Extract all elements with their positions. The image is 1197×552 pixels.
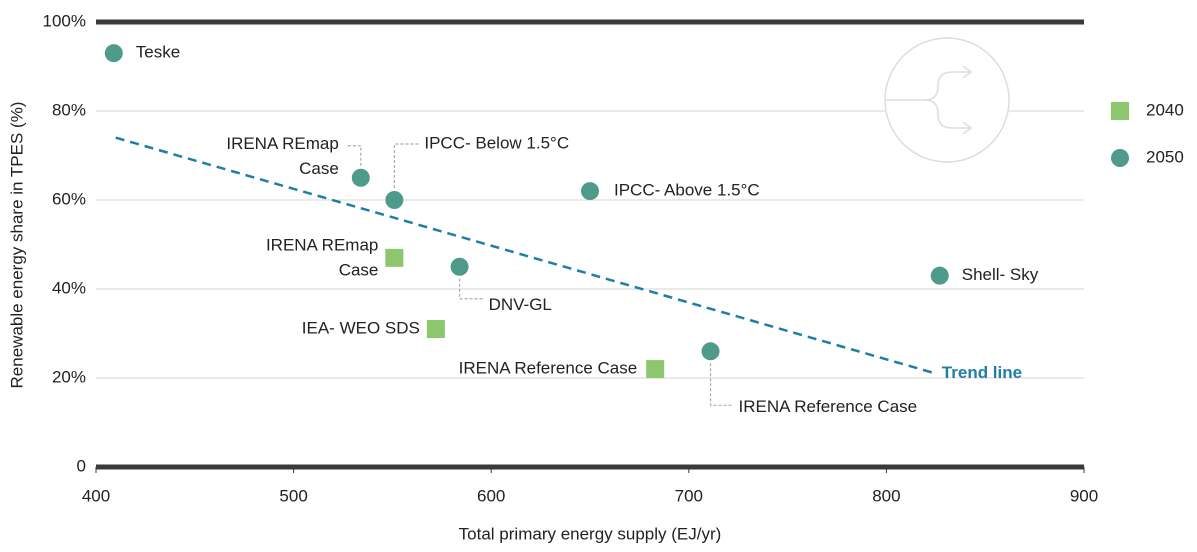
x-tick-label: 600 (477, 486, 505, 505)
y-tick-label: 20% (52, 367, 86, 386)
point (385, 191, 404, 209)
legend-label: 2040 (1146, 100, 1184, 119)
point-label: IPCC- Below 1.5°C (424, 133, 569, 152)
point (104, 44, 123, 63)
y-axis-label: Renewable energy share in TPES (%) (7, 102, 26, 389)
y-tick-label: 0 (77, 456, 86, 475)
point-label: IRENA REmap (266, 235, 378, 254)
point-label: IEA- WEO SDS (302, 319, 420, 338)
point (351, 168, 370, 187)
decor-arrows (886, 65, 973, 135)
y-tick-label: 100% (43, 11, 86, 30)
trend-line (115, 136, 937, 375)
point (930, 266, 949, 285)
decor-icon (884, 37, 1010, 163)
point-label: Case (299, 159, 339, 178)
legend-marker (1111, 149, 1129, 167)
legend-label: 2050 (1146, 147, 1184, 166)
point (385, 248, 404, 267)
point-label: IRENA Reference Case (459, 359, 638, 378)
leader-line (346, 145, 362, 166)
y-tick-label: 80% (52, 100, 86, 119)
x-tick-label: 900 (1070, 486, 1098, 505)
point-label: Shell- Sky (962, 265, 1039, 284)
x-tick-label: 700 (675, 486, 703, 505)
x-tick-label: 400 (82, 486, 110, 505)
point-label: DNV-GL (489, 295, 552, 314)
x-axis-label: Total primary energy supply (EJ/yr) (459, 524, 722, 543)
point-label: Teske (136, 43, 180, 62)
point-label: IRENA REmap (226, 134, 338, 153)
legend-marker (1111, 102, 1129, 120)
point (701, 342, 720, 361)
leader-line (458, 278, 483, 300)
point (646, 360, 665, 379)
point (581, 182, 599, 201)
point-label: Case (339, 260, 379, 279)
x-tick-label: 800 (872, 486, 900, 505)
point-label: IPCC- Above 1.5°C (614, 181, 760, 200)
y-tick-label: 40% (52, 278, 86, 297)
leader-line (393, 143, 419, 188)
y-tick-label: 60% (52, 189, 86, 208)
leader-line (709, 363, 733, 406)
point-label: IRENA Reference Case (739, 397, 918, 416)
point (426, 320, 445, 339)
x-tick-label: 500 (279, 486, 307, 505)
trend-label: Trend line (942, 363, 1022, 382)
point (450, 257, 469, 276)
